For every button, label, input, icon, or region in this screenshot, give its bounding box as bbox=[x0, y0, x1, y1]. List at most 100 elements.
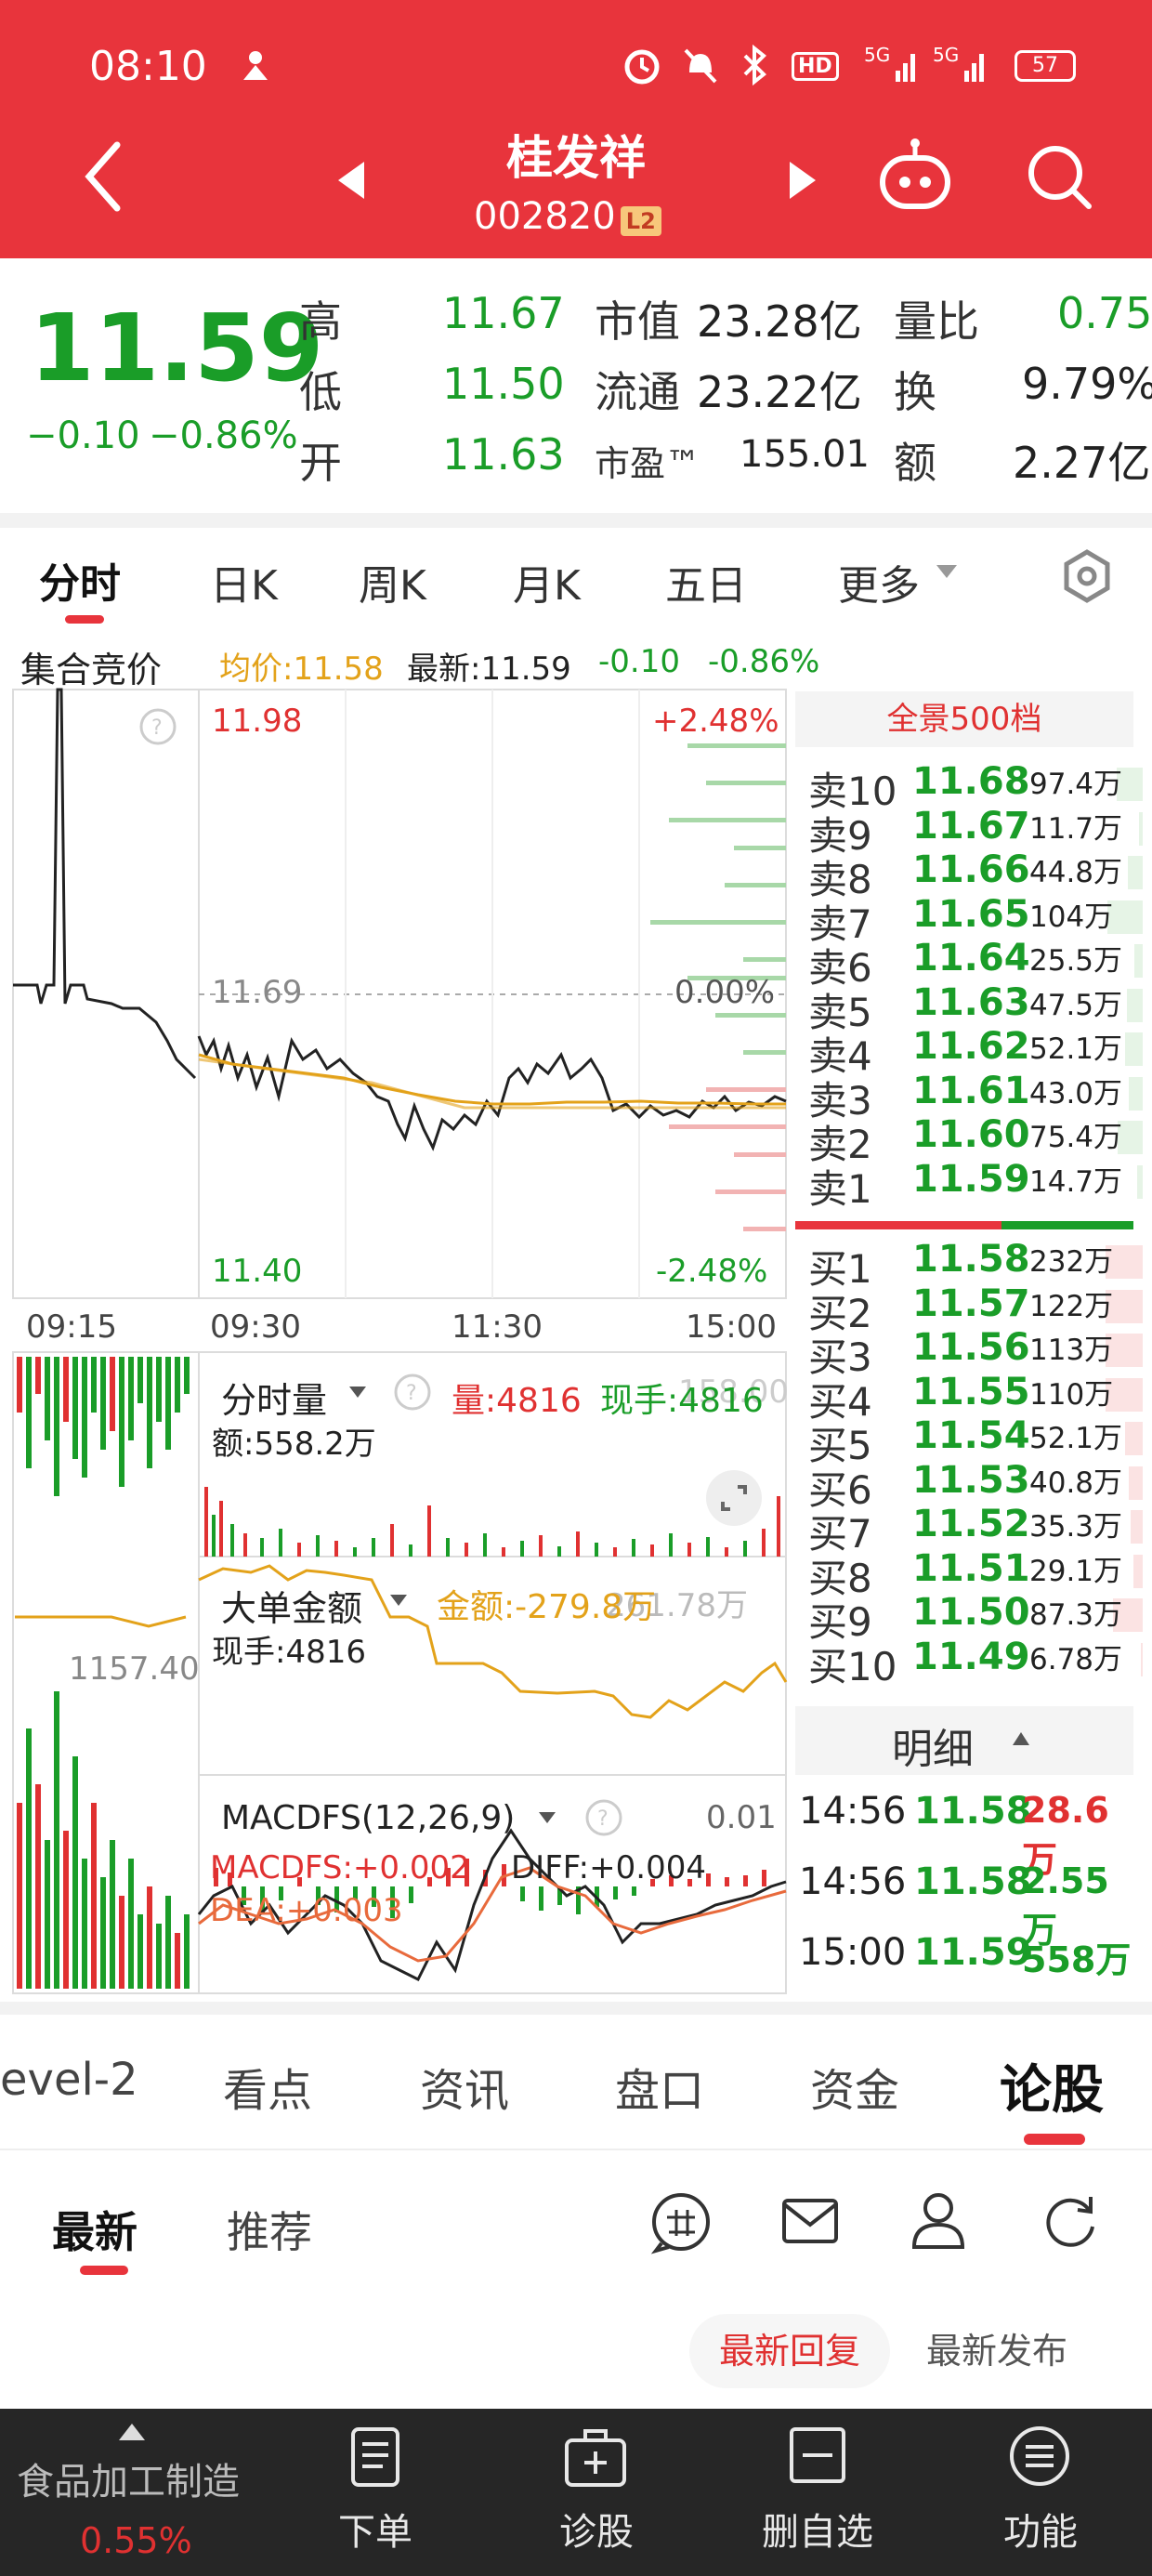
time-label-1130: 11:30 bbox=[452, 1308, 543, 1346]
tab-funds[interactable]: 资金 bbox=[810, 2065, 900, 2117]
price-change: −0.10 bbox=[26, 414, 140, 457]
volume-panel-title[interactable]: 分时量 bbox=[221, 1380, 328, 1421]
sell-row[interactable]: 卖2 11.60 75.4万 bbox=[808, 1113, 1143, 1167]
expand-icon[interactable] bbox=[704, 1468, 764, 1528]
mute-icon bbox=[684, 48, 717, 84]
refresh-icon[interactable] bbox=[1039, 2189, 1100, 2251]
big-order-line bbox=[198, 1564, 788, 1719]
latest-reply-button[interactable]: 最新回复 bbox=[689, 2314, 890, 2388]
tab-monthly-k[interactable]: 月K bbox=[513, 562, 581, 610]
remove-watchlist-icon[interactable] bbox=[788, 2425, 847, 2485]
macd-help-icon[interactable]: ? bbox=[583, 1797, 624, 1838]
volume-bars bbox=[204, 1487, 780, 1557]
stock-code-row: 002820 L2 bbox=[474, 195, 678, 243]
nav-diagnose[interactable]: 诊股 bbox=[559, 2511, 634, 2554]
buy-row[interactable]: 买5 11.54 52.1万 bbox=[808, 1414, 1143, 1468]
tab-more[interactable]: 更多 bbox=[838, 562, 920, 610]
tab-discuss[interactable]: 论股 bbox=[1000, 2060, 1104, 2121]
volume-ratio-label: 量比 bbox=[894, 296, 979, 347]
sell-row[interactable]: 卖1 11.59 14.7万 bbox=[808, 1157, 1143, 1212]
sell-row[interactable]: 卖3 11.61 43.0万 bbox=[808, 1070, 1143, 1124]
sell-volume: 11.7万 bbox=[1029, 811, 1123, 846]
caret-up-icon bbox=[1013, 1732, 1029, 1745]
search-icon[interactable] bbox=[1022, 139, 1096, 214]
buy-depth-bar bbox=[1129, 1465, 1143, 1500]
chart-price-mid: 11.69 bbox=[212, 974, 303, 1011]
tab-intraday[interactable]: 分时 bbox=[39, 560, 121, 608]
big-order-dropdown-icon[interactable] bbox=[388, 1593, 409, 1608]
nav-functions[interactable]: 功能 bbox=[1003, 2511, 1078, 2554]
big-order-title[interactable]: 大单金额 bbox=[221, 1588, 363, 1629]
price-change-pct: −0.86% bbox=[149, 414, 298, 457]
subtab-recommend[interactable]: 推荐 bbox=[227, 2207, 312, 2257]
chevron-down-icon bbox=[936, 565, 957, 578]
macd-title[interactable]: MACDFS(12,26,9) bbox=[221, 1799, 516, 1837]
prev-stock-icon[interactable] bbox=[334, 160, 368, 201]
tab-highlights[interactable]: 看点 bbox=[223, 2065, 313, 2117]
sell-volume: 75.4万 bbox=[1029, 1121, 1123, 1154]
time-label-0930: 09:30 bbox=[210, 1308, 301, 1346]
tab-daily-k[interactable]: 日K bbox=[210, 562, 278, 610]
back-icon[interactable] bbox=[80, 139, 128, 214]
buy-row[interactable]: 买8 11.51 29.1万 bbox=[808, 1547, 1143, 1601]
sell-row[interactable]: 卖9 11.67 11.7万 bbox=[808, 805, 1143, 859]
tab-weekly-k[interactable]: 周K bbox=[359, 562, 426, 610]
user-icon[interactable] bbox=[909, 2189, 968, 2251]
buy-row[interactable]: 买1 11.58 232万 bbox=[808, 1238, 1143, 1292]
sell-row[interactable]: 卖8 11.66 44.8万 bbox=[808, 848, 1143, 902]
settings-hex-icon[interactable] bbox=[1059, 548, 1115, 604]
sell-volume: 25.5万 bbox=[1029, 944, 1123, 978]
buy-price: 11.57 bbox=[912, 1281, 1030, 1325]
buy-row[interactable]: 买7 11.52 35.3万 bbox=[808, 1503, 1143, 1557]
sell-label: 卖6 bbox=[808, 945, 872, 991]
sell-depth-bar bbox=[1125, 1032, 1143, 1066]
low-value: 11.50 bbox=[442, 359, 565, 409]
tab-market[interactable]: 盘口 bbox=[615, 2065, 705, 2117]
buy-row[interactable]: 买3 11.56 113万 bbox=[808, 1326, 1143, 1380]
info-change-pct: -0.86% bbox=[708, 643, 820, 680]
svg-text:?: ? bbox=[406, 1382, 417, 1405]
sell-row[interactable]: 卖7 11.65 104万 bbox=[808, 893, 1143, 947]
bluetooth-icon bbox=[743, 45, 766, 85]
trade-volume: 2.55万 bbox=[1022, 1860, 1109, 1951]
sell-row[interactable]: 卖5 11.63 47.5万 bbox=[808, 980, 1143, 1035]
sell-price: 11.63 bbox=[912, 980, 1030, 1024]
buy-row[interactable]: 买4 11.55 110万 bbox=[808, 1371, 1143, 1425]
volume-help-icon[interactable]: ? bbox=[392, 1372, 433, 1413]
sell-price: 11.60 bbox=[912, 1113, 1030, 1156]
tab-news[interactable]: 资讯 bbox=[420, 2065, 510, 2117]
robot-assistant-icon[interactable] bbox=[875, 136, 955, 216]
tab-five-day[interactable]: 五日 bbox=[665, 562, 747, 610]
volume-bg-value: 158.00 bbox=[678, 1373, 789, 1411]
latest-publish-button[interactable]: 最新发布 bbox=[925, 2331, 1067, 2372]
post-icon[interactable] bbox=[648, 2189, 713, 2254]
sell-row[interactable]: 卖10 11.68 97.4万 bbox=[808, 760, 1143, 814]
nav-order[interactable]: 下单 bbox=[338, 2511, 412, 2554]
intraday-chart[interactable] bbox=[0, 688, 799, 1998]
buy-row[interactable]: 买10 11.49 6.78万 bbox=[808, 1636, 1143, 1689]
diagnose-icon[interactable] bbox=[563, 2425, 628, 2491]
next-stock-icon[interactable] bbox=[786, 160, 819, 201]
sell-row[interactable]: 卖6 11.64 25.5万 bbox=[808, 937, 1143, 991]
buy-volume: 29.1万 bbox=[1029, 1554, 1123, 1588]
nav-remove-watchlist[interactable]: 删自选 bbox=[762, 2511, 873, 2554]
sector-pct: 0.55% bbox=[80, 2520, 192, 2561]
info-change: -0.10 bbox=[598, 643, 680, 680]
buy-row[interactable]: 买9 11.50 87.3万 bbox=[808, 1591, 1143, 1645]
menu-circle-icon[interactable] bbox=[1007, 2424, 1072, 2489]
buy-row[interactable]: 买6 11.53 40.8万 bbox=[808, 1459, 1143, 1513]
macd-dropdown-icon[interactable] bbox=[537, 1810, 557, 1825]
tab-level2[interactable]: evel-2 bbox=[0, 2054, 138, 2106]
sell-row[interactable]: 卖4 11.62 52.1万 bbox=[808, 1025, 1143, 1079]
sector-name[interactable]: 食品加工制造 bbox=[17, 2461, 240, 2504]
detail-header[interactable]: 明细 bbox=[795, 1706, 1133, 1775]
buy-volume: 122万 bbox=[1029, 1289, 1114, 1323]
order-book-header[interactable]: 全景500档 bbox=[795, 691, 1133, 747]
message-icon[interactable] bbox=[780, 2195, 840, 2247]
order-icon[interactable] bbox=[346, 2425, 405, 2491]
sell-price: 11.59 bbox=[912, 1157, 1030, 1201]
volume-dropdown-icon[interactable] bbox=[347, 1385, 368, 1400]
subtab-latest[interactable]: 最新 bbox=[52, 2207, 137, 2257]
buy-row[interactable]: 买2 11.57 122万 bbox=[808, 1281, 1143, 1336]
help-icon[interactable]: ? bbox=[137, 706, 178, 747]
